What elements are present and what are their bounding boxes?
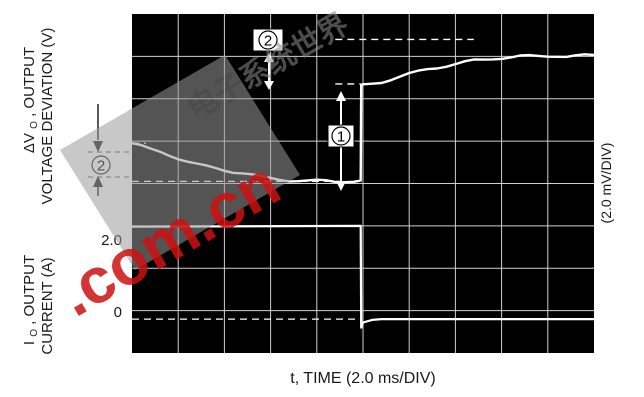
voltage-label-subscript: O [29, 121, 40, 129]
watermark-band [60, 55, 300, 270]
marker-2-top-label: 2 [264, 33, 272, 50]
marker-1-circle [331, 126, 351, 146]
arrow-1-head-down [336, 181, 346, 191]
voltage-label-delta: ΔV [21, 133, 38, 153]
current-label-line2: CURRENT (A) [39, 257, 56, 354]
arrow-2-top-head-up [264, 53, 274, 62]
current-axis-label: I O , OUTPUT CURRENT (A) [21, 255, 56, 355]
grid [132, 14, 594, 353]
arrow-1-head-up [336, 91, 346, 101]
x-axis-label: t, TIME (2.0 ms/DIV) [290, 370, 436, 387]
current-label-i: I [21, 341, 38, 345]
current-tick-0: 0 [114, 304, 122, 321]
series-current-line [131, 224, 594, 329]
voltage-label-rest: , OUTPUT [21, 47, 38, 117]
marker-1-label: 1 [337, 129, 345, 146]
voltage-axis-label: ΔV O , OUTPUT VOLTAGE DEVIATION (V) [21, 28, 56, 205]
current-label-rest: , OUTPUT [21, 255, 38, 325]
svg-text:I O , OUTPUT: I O , OUTPUT [21, 255, 41, 345]
current-label-subscript: O [29, 329, 40, 337]
right-scale-label: (2.0 mV/DIV) [598, 143, 614, 224]
svg-text:ΔV O , OUTPUT: ΔV O , OUTPUT [21, 47, 41, 153]
voltage-label-line2: VOLTAGE DEVIATION (V) [39, 28, 56, 205]
marker-2-top-circle [258, 30, 278, 50]
arrow-2-top-head-down [264, 81, 274, 90]
